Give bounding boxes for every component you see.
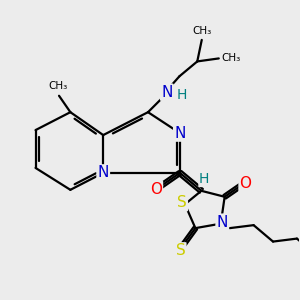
Text: N: N — [217, 215, 228, 230]
Text: N: N — [98, 165, 109, 180]
Text: O: O — [150, 182, 162, 197]
Text: N: N — [174, 126, 185, 141]
Text: S: S — [177, 195, 187, 210]
Text: CH₃: CH₃ — [192, 26, 212, 36]
Text: H: H — [199, 172, 209, 187]
Text: CH₃: CH₃ — [221, 53, 240, 63]
Text: CH₃: CH₃ — [49, 81, 68, 91]
Text: N: N — [161, 85, 172, 100]
Text: S: S — [176, 243, 185, 258]
Text: H: H — [177, 88, 187, 102]
Text: O: O — [240, 176, 252, 191]
